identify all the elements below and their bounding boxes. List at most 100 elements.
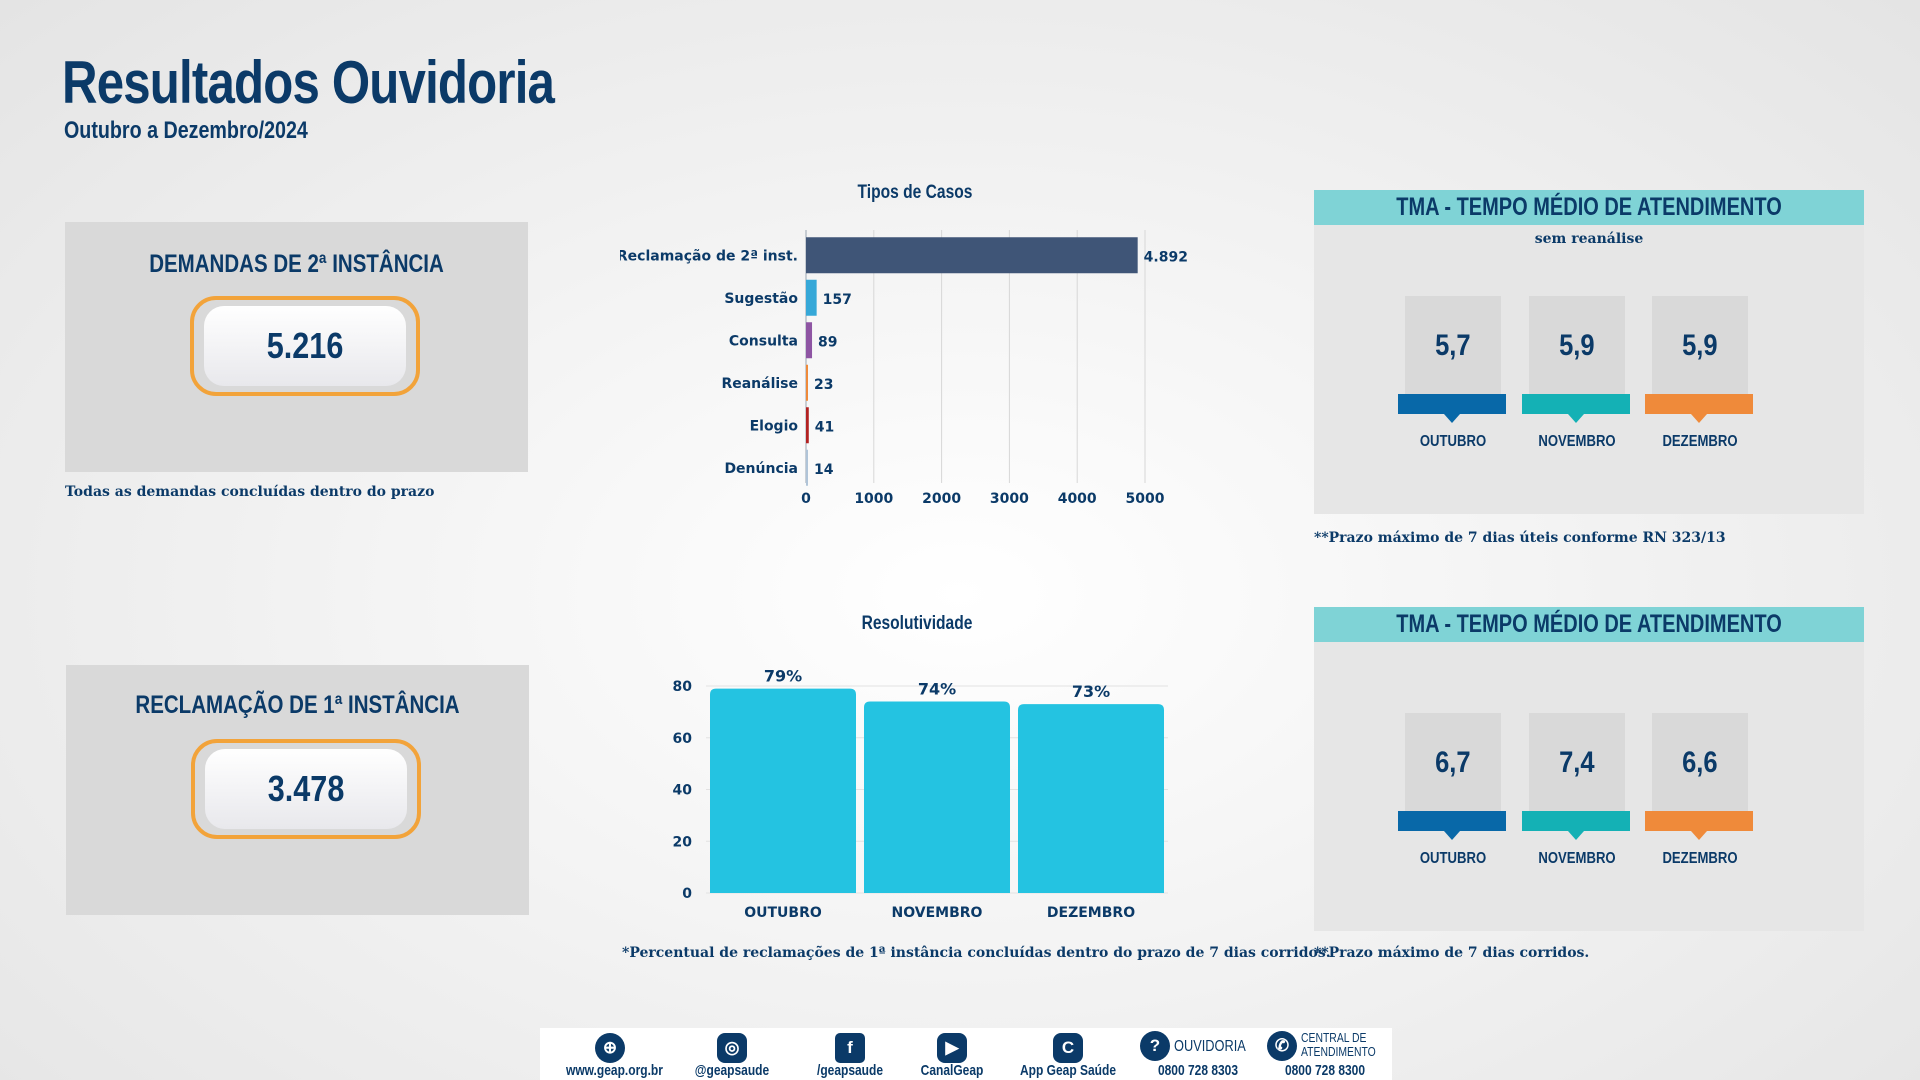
- tma-bottom-note: **Prazo máximo de 7 dias corridos.: [1314, 945, 1590, 961]
- footer-app[interactable]: C App Geap Saúde: [1008, 1028, 1128, 1080]
- tma-month-label: OUTUBRO: [1419, 850, 1487, 867]
- bar: [806, 237, 1138, 274]
- category-label: Reclamação de 2ª inst.: [620, 248, 798, 264]
- tma-month-label: DEZEMBRO: [1662, 850, 1738, 867]
- tma-pointer: [1568, 414, 1584, 423]
- tma-month-label: NOVEMBRO: [1538, 850, 1616, 867]
- chart-tipos-de-casos: 0 1000 2000 3000 4000 5000 Reclamação de 2ª in…: [620, 230, 1188, 507]
- data-label: 14: [814, 462, 834, 478]
- tma-value-box: 7,4: [1529, 713, 1625, 813]
- tma-item-outubro: 6,7 OUTUBRO: [1398, 713, 1508, 867]
- bar: [806, 364, 808, 401]
- data-label: 79%: [764, 667, 802, 686]
- tma-panel-top: TMA - TEMPO MÉDIO DE ATENDIMENTO sem rea…: [1314, 190, 1864, 514]
- x-tick-label: 2000: [922, 491, 961, 507]
- tma-top-note: **Prazo máximo de 7 dias úteis conforme …: [1314, 530, 1726, 546]
- x-tick-label: 0: [801, 491, 811, 507]
- bar: [710, 688, 856, 893]
- tma-value-box: 5,9: [1652, 296, 1748, 396]
- footer-site-label: www.geap.org.br: [566, 1062, 663, 1079]
- tma-month-bar: [1645, 394, 1753, 414]
- instagram-icon: ◎: [717, 1033, 747, 1063]
- tma-month-label: DEZEMBRO: [1662, 433, 1738, 450]
- bar: [806, 322, 813, 359]
- footer-central-label-2: ATENDIMENTO: [1301, 1044, 1376, 1059]
- tma-month-bar: [1398, 394, 1506, 414]
- tma-item-novembro: 5,9 NOVEMBRO: [1522, 296, 1632, 450]
- bar: [806, 407, 809, 444]
- tma-item-outubro: 5,7 OUTUBRO: [1398, 296, 1508, 450]
- category-label: Reanálise: [721, 376, 798, 392]
- tma-value: 7,4: [1559, 746, 1595, 779]
- footer-central[interactable]: ✆ CENTRAL DE ATENDIMENTO 0800 728 8300: [1265, 1028, 1385, 1080]
- tma-subtitle: sem reanálise: [1534, 231, 1644, 247]
- phone-icon: ✆: [1267, 1031, 1297, 1061]
- ear-icon: ?: [1140, 1031, 1170, 1061]
- x-tick-label: 5000: [1126, 491, 1165, 507]
- tma-item-novembro: 7,4 NOVEMBRO: [1522, 713, 1632, 867]
- tma-title: TMA - TEMPO MÉDIO DE ATENDIMENTO: [1396, 193, 1782, 221]
- y-tick-label: 0: [682, 886, 692, 902]
- tma-value: 6,7: [1435, 746, 1471, 779]
- y-tick-label: 40: [673, 783, 693, 799]
- youtube-icon: ▶: [937, 1033, 967, 1063]
- y-tick-label: 80: [673, 679, 693, 695]
- footer-app-label: App Geap Saúde: [1020, 1062, 1117, 1079]
- tma-panel-bottom: TMA - TEMPO MÉDIO DE ATENDIMENTO 6,7 OUT…: [1314, 607, 1864, 931]
- data-label: 89: [818, 334, 837, 350]
- footer-ouvidoria-label: OUVIDORIA: [1174, 1038, 1246, 1055]
- chart-resolutividade: 0 20 40 60 80 79% OUTUBRO 74% NOVEMBRO 73% DEZEMBR…: [673, 667, 1168, 921]
- y-tick-label: 60: [673, 731, 693, 747]
- category-label: OUTUBRO: [744, 905, 822, 921]
- kpi-value: 3.478: [267, 768, 345, 809]
- category-label: DEZEMBRO: [1047, 905, 1135, 921]
- footer-youtube[interactable]: ▶ CanalGeap: [902, 1028, 1002, 1080]
- kpi-card-1a-instancia: RECLAMAÇÃO DE 1ª INSTÂNCIA 3.478: [66, 665, 529, 915]
- footer-ouvidoria[interactable]: ? OUVIDORIA 0800 728 8303: [1138, 1028, 1258, 1080]
- globe-icon: ⊕: [595, 1033, 625, 1063]
- category-label: Elogio: [750, 418, 799, 434]
- data-label: 23: [814, 377, 833, 393]
- footer-site[interactable]: ⊕ www.geap.org.br: [560, 1028, 663, 1080]
- page-title: Resultados Ouvidoria: [62, 49, 555, 116]
- tma-value: 6,6: [1682, 746, 1718, 779]
- bar: [806, 279, 817, 316]
- footer-instagram-label: @geapsaude: [694, 1062, 770, 1079]
- kpi-title: DEMANDAS DE 2ª INSTÂNCIA: [149, 250, 444, 278]
- category-label: NOVEMBRO: [892, 905, 983, 921]
- tma-pointer: [1691, 831, 1707, 840]
- chart-title-tipos-de-casos: Tipos de Casos: [857, 182, 973, 203]
- kpi-value-box: 5.216: [204, 306, 406, 386]
- app-icon: C: [1053, 1033, 1083, 1063]
- tma-month-label: OUTUBRO: [1419, 433, 1487, 450]
- tma-value-box: 5,9: [1529, 296, 1625, 396]
- bar: [1018, 704, 1164, 893]
- x-tick-label: 3000: [990, 491, 1029, 507]
- tma-title: TMA - TEMPO MÉDIO DE ATENDIMENTO: [1396, 610, 1782, 638]
- data-label: 157: [823, 292, 852, 308]
- footer-instagram[interactable]: ◎ @geapsaude: [682, 1028, 782, 1080]
- data-label: 41: [815, 419, 834, 435]
- data-label: 74%: [918, 680, 956, 699]
- footer-facebook[interactable]: f /geapsaude: [800, 1028, 900, 1080]
- kpi-2a-note: Todas as demandas concluídas dentro do p…: [65, 484, 435, 500]
- footer-contacts: ⊕ www.geap.org.br ◎ @geapsaude f /geapsa…: [540, 1028, 1392, 1080]
- kpi-card-2a-instancia: DEMANDAS DE 2ª INSTÂNCIA 5.216: [65, 222, 528, 472]
- tma-pointer: [1444, 414, 1460, 423]
- tma-value: 5,9: [1682, 329, 1718, 362]
- chart-title-resolutividade: Resolutividade: [861, 613, 973, 634]
- resolutividade-note: *Percentual de reclamações de 1ª instânc…: [622, 945, 1331, 961]
- tma-item-dezembro: 5,9 DEZEMBRO: [1645, 296, 1755, 450]
- category-label: Consulta: [729, 333, 798, 349]
- tma-pointer: [1568, 831, 1584, 840]
- kpi-value-box: 3.478: [205, 749, 407, 829]
- kpi-title: RECLAMAÇÃO DE 1ª INSTÂNCIA: [135, 691, 460, 719]
- tma-item-dezembro: 6,6 DEZEMBRO: [1645, 713, 1755, 867]
- tma-month-bar: [1522, 811, 1630, 831]
- tma-month-bar: [1645, 811, 1753, 831]
- tma-month-bar: [1398, 811, 1506, 831]
- tma-value: 5,9: [1559, 329, 1595, 362]
- footer-central-phone: 0800 728 8300: [1284, 1062, 1366, 1079]
- category-label: Sugestão: [724, 291, 798, 307]
- tma-pointer: [1691, 414, 1707, 423]
